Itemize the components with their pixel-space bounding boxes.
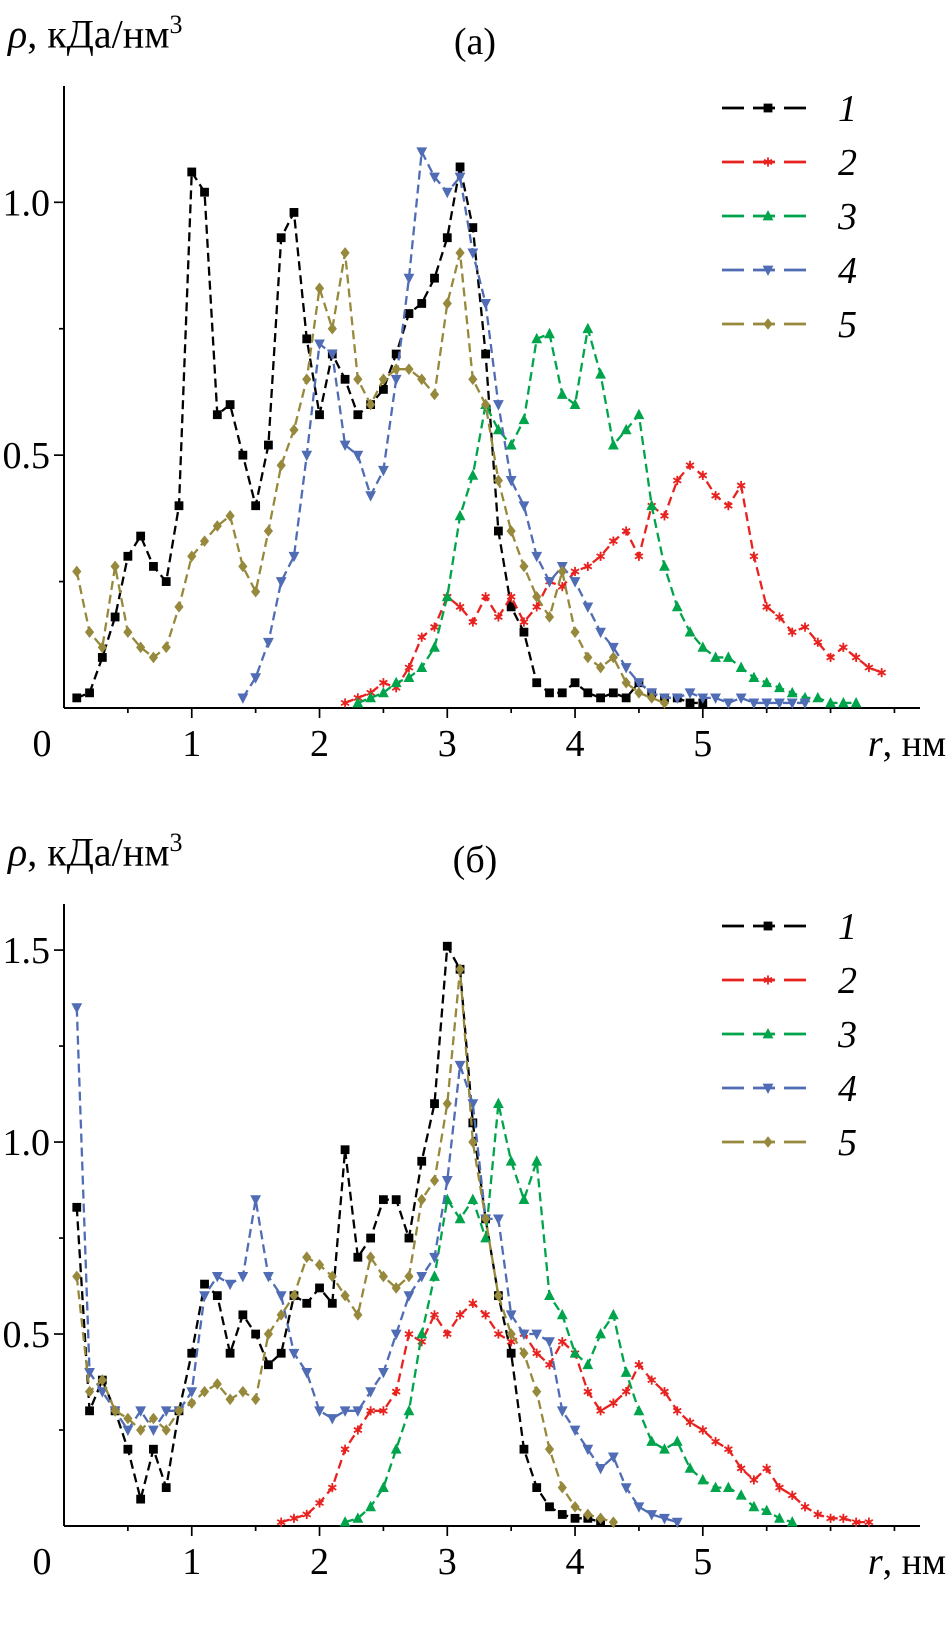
series-2-markers: [276, 1298, 874, 1527]
x-tick-label: 0: [33, 723, 52, 765]
rho-symbol: ρ: [8, 829, 28, 875]
legend-item: 2: [722, 960, 857, 1002]
legend-item: 4: [722, 1068, 857, 1110]
series-3-markers: [339, 1097, 798, 1527]
legend-label: 4: [838, 250, 857, 292]
x-axis-label: r, нм: [868, 723, 946, 765]
legend-label: 2: [838, 142, 857, 184]
panel-a-header: ρ, кДа/нм3 (а): [0, 8, 950, 72]
legend-item: 1: [722, 88, 857, 130]
series-1-markers: [72, 162, 708, 708]
panel-b-header: ρ, кДа/нм3 (б): [0, 826, 950, 890]
legend-label: 2: [838, 960, 857, 1002]
series-3-line: [357, 328, 857, 705]
legend-item: 5: [722, 1122, 857, 1164]
legend-label: 1: [838, 88, 857, 130]
chart-panel-b: ρ, кДа/нм3 (б) 0 1 2 3 4 5 0.5 1.0 1.5 r, нм 1 2 3 4 5: [0, 826, 950, 1590]
y-axis-title: ρ, кДа/нм3: [8, 10, 183, 57]
series-5-line: [75, 969, 614, 1524]
x-ticks: [127, 708, 896, 718]
x-tick-label: 1: [182, 1541, 201, 1583]
series-1-line: [75, 942, 601, 1524]
rho-symbol: ρ: [8, 11, 28, 57]
y-axis-units: , кДа/нм: [27, 829, 170, 875]
legend: 1 2 3 4 5: [722, 906, 857, 1164]
series-3-line: [344, 1103, 793, 1524]
x-ticks: [127, 1526, 896, 1536]
series-1-line: [76, 166, 703, 705]
legend-item: 3: [722, 1014, 857, 1056]
y-axis-units-exponent: 3: [169, 10, 183, 39]
x-tick-label: 0: [33, 1541, 52, 1583]
y-tick-label: 0.5: [3, 1314, 51, 1356]
y-tick-label: 1.0: [3, 1122, 51, 1164]
legend-item: 5: [722, 304, 857, 346]
y-tick-label: 1.0: [3, 182, 51, 224]
panel-label-a: (а): [453, 21, 497, 63]
chart-b-canvas: 0 1 2 3 4 5 0.5 1.0 1.5 r, нм 1 2 3 4 5: [3, 904, 946, 1583]
chart-a-canvas: 0 1 2 3 4 5 0.5 1.0 r, нм 1 2 3 4 5: [3, 86, 946, 765]
legend-item: 4: [722, 250, 857, 292]
chart-panel-a: ρ, кДа/нм3 (а) 0 1 2 3 4 5 0.5 1.0 r, нм 1 2 3 4 5: [0, 8, 950, 772]
series-4-markers: [237, 147, 811, 709]
series-1-markers: [72, 941, 605, 1527]
series-5-markers: [72, 247, 670, 709]
legend-item: 1: [722, 906, 857, 948]
x-tick-label: 5: [693, 723, 712, 765]
series-3-markers: [352, 322, 862, 708]
x-tick-label: 4: [566, 723, 585, 765]
series-4-line: [241, 147, 806, 705]
series-4-line: [75, 1007, 678, 1524]
legend-label: 5: [838, 304, 857, 346]
legend-label: 3: [837, 1014, 857, 1056]
legend-item: 2: [722, 142, 857, 184]
panel-label-b: (б): [452, 839, 498, 881]
y-axis-title: ρ, кДа/нм3: [8, 828, 183, 875]
legend-item: 3: [722, 196, 857, 238]
legend-label: 1: [838, 906, 857, 948]
y-tick-label: 0.5: [3, 435, 51, 477]
x-tick-label: 4: [566, 1541, 585, 1583]
legend: 1 2 3 4 5: [722, 88, 857, 346]
x-tick-label: 2: [310, 723, 329, 765]
series-2-line: [344, 463, 883, 705]
y-ticks: [54, 949, 64, 1431]
x-tick-label: 3: [438, 723, 457, 765]
y-tick-label: 1.5: [3, 930, 51, 972]
x-tick-label: 3: [438, 1541, 457, 1583]
y-ticks: [54, 201, 64, 583]
x-tick-label: 2: [310, 1541, 329, 1583]
y-axis-units: , кДа/нм: [27, 11, 170, 57]
series-5-markers: [72, 963, 618, 1528]
x-tick-label: 1: [182, 723, 201, 765]
series-4-markers: [71, 1003, 683, 1529]
axes: [63, 86, 920, 709]
y-axis-units-exponent: 3: [169, 828, 183, 857]
x-axis-label: r, нм: [868, 1541, 946, 1583]
legend-label: 4: [838, 1068, 857, 1110]
legend-label: 3: [837, 196, 857, 238]
legend-label: 5: [838, 1122, 857, 1164]
axes: [63, 904, 920, 1527]
x-tick-label: 5: [693, 1541, 712, 1583]
